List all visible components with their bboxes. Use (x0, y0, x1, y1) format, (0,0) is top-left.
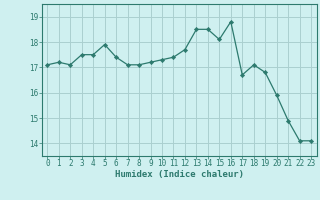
X-axis label: Humidex (Indice chaleur): Humidex (Indice chaleur) (115, 170, 244, 179)
